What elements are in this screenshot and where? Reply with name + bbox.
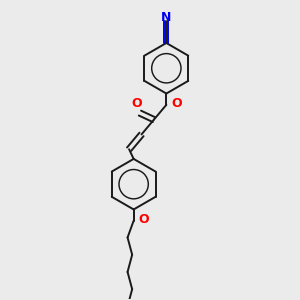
Text: O: O [138,213,149,226]
Text: O: O [172,98,182,110]
Text: N: N [161,11,172,24]
Text: O: O [131,97,142,110]
